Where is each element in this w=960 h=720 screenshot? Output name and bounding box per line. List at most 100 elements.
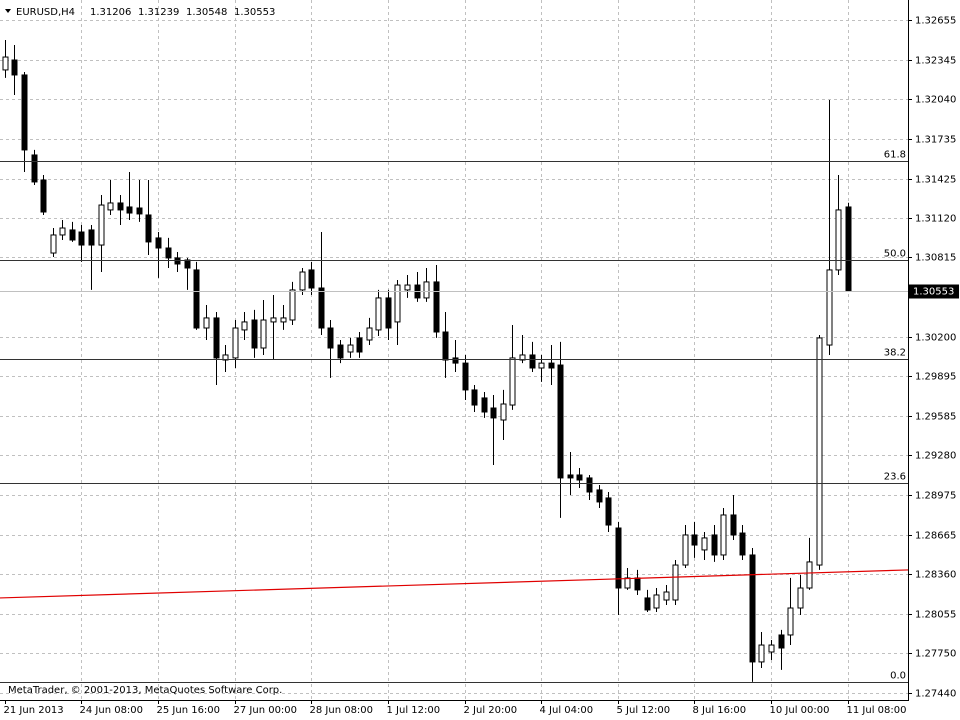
x-tick-label: 10 Jul 00:00 [770, 705, 830, 716]
y-tick-label: 1.28975 [915, 491, 956, 502]
fib-label: 61.8 [884, 150, 906, 161]
last-price-label: 1.30553 [913, 287, 954, 298]
candle-body [251, 319, 258, 349]
candle-body [701, 537, 708, 551]
y-tick-label: 1.28360 [915, 570, 956, 581]
candle-body [557, 364, 564, 479]
candle-body [69, 229, 76, 241]
y-tick-label: 1.32040 [915, 95, 956, 106]
fib-label: 0.0 [890, 671, 906, 682]
candle-body [471, 389, 478, 406]
candle-body [538, 362, 545, 369]
candle-body [605, 497, 612, 526]
candle-body [347, 344, 354, 353]
candle-body [318, 287, 325, 329]
candle-body [787, 607, 794, 636]
x-tick-label: 4 Jul 04:00 [540, 705, 594, 716]
candle-body [11, 59, 18, 76]
candle-body [98, 204, 105, 246]
candle-body [806, 561, 813, 589]
candle-body [145, 214, 152, 243]
candle-body [280, 317, 287, 323]
candle-body [481, 397, 488, 413]
chart-title: EURUSD,H4 [16, 7, 75, 18]
candle-body [749, 554, 756, 663]
candle-body [117, 202, 124, 211]
x-tick-label: 24 Jun 08:00 [80, 705, 144, 716]
candle-body [711, 534, 718, 556]
x-tick-label: 27 Jun 00:00 [234, 705, 298, 716]
trendline [0, 569, 909, 599]
candle-body [433, 281, 440, 333]
candle-body [490, 407, 497, 419]
y-tick-label: 1.29585 [915, 412, 956, 423]
y-tick-label: 1.30815 [915, 253, 956, 264]
candle-body [270, 317, 277, 323]
y-tick-label: 1.27440 [915, 689, 956, 700]
candle-body [509, 357, 516, 406]
menu-arrow[interactable] [5, 9, 11, 13]
candle-body [720, 514, 727, 556]
ohlc-high: 1.31239 [138, 7, 179, 18]
candle-body [375, 297, 382, 331]
candle-body [663, 591, 670, 601]
footnote: MetaTrader, © 2001-2013, MetaQuotes Soft… [8, 685, 282, 696]
y-tick-label: 1.27750 [915, 649, 956, 660]
x-tick-label: 8 Jul 16:00 [693, 705, 747, 716]
x-tick-label: 1 Jul 12:00 [387, 705, 441, 716]
x-tick-label: 28 Jun 08:00 [310, 705, 374, 716]
x-tick-label: 25 Jun 16:00 [157, 705, 221, 716]
last-price-box [909, 284, 959, 299]
candle-body [835, 209, 842, 271]
candle-body [404, 284, 411, 291]
x-tick-label: 5 Jul 12:00 [617, 705, 671, 716]
fib-label: 23.6 [884, 472, 906, 483]
plot: 61.8 50.0 38.2 23.6 0.0 [0, 40, 909, 683]
y-tick-label: 1.28665 [915, 531, 956, 542]
candle-body [356, 337, 363, 353]
y-tick-label: 1.32345 [915, 56, 956, 67]
candle-body [758, 644, 765, 663]
candle-body [337, 344, 344, 359]
x-tick-label: 2 Jul 20:00 [464, 705, 518, 716]
y-tick-label: 1.31735 [915, 135, 956, 146]
candle-body [232, 327, 239, 359]
candle-body [126, 206, 133, 214]
candle-body [816, 337, 823, 566]
candle-body [452, 357, 459, 364]
candle-body [596, 489, 603, 503]
candle-body [165, 247, 172, 259]
candle-body [155, 237, 162, 249]
candle-body [730, 514, 737, 536]
fib-label: 50.0 [884, 249, 906, 260]
candle-body [366, 327, 373, 341]
candle-body [59, 227, 66, 236]
candle-body [423, 281, 430, 299]
ohlc-close: 1.30553 [234, 7, 275, 18]
ohlc-low: 1.30548 [186, 7, 227, 18]
candle-body [203, 317, 210, 329]
y-tick-label: 1.31425 [915, 175, 956, 186]
x-tick-label: 11 Jul 08:00 [847, 705, 907, 716]
candle-body [193, 269, 200, 329]
y-tick-label: 1.28055 [915, 610, 956, 621]
candle-body [826, 269, 833, 346]
candle-body [615, 527, 622, 589]
candle-body [586, 477, 593, 493]
candle-body [107, 202, 114, 211]
candle-body [567, 474, 574, 479]
candle-body [184, 259, 191, 269]
candle-body [682, 534, 689, 566]
candle-body [691, 534, 698, 546]
candle-body [385, 297, 392, 329]
candle-body [624, 577, 631, 589]
candle-body [797, 587, 804, 609]
candle-body [31, 154, 38, 183]
candle-body [78, 231, 85, 246]
candle-body [576, 474, 583, 481]
candle-body [50, 234, 57, 254]
candle-body [260, 319, 267, 349]
candle-body [644, 597, 651, 611]
candle-body [213, 317, 220, 359]
